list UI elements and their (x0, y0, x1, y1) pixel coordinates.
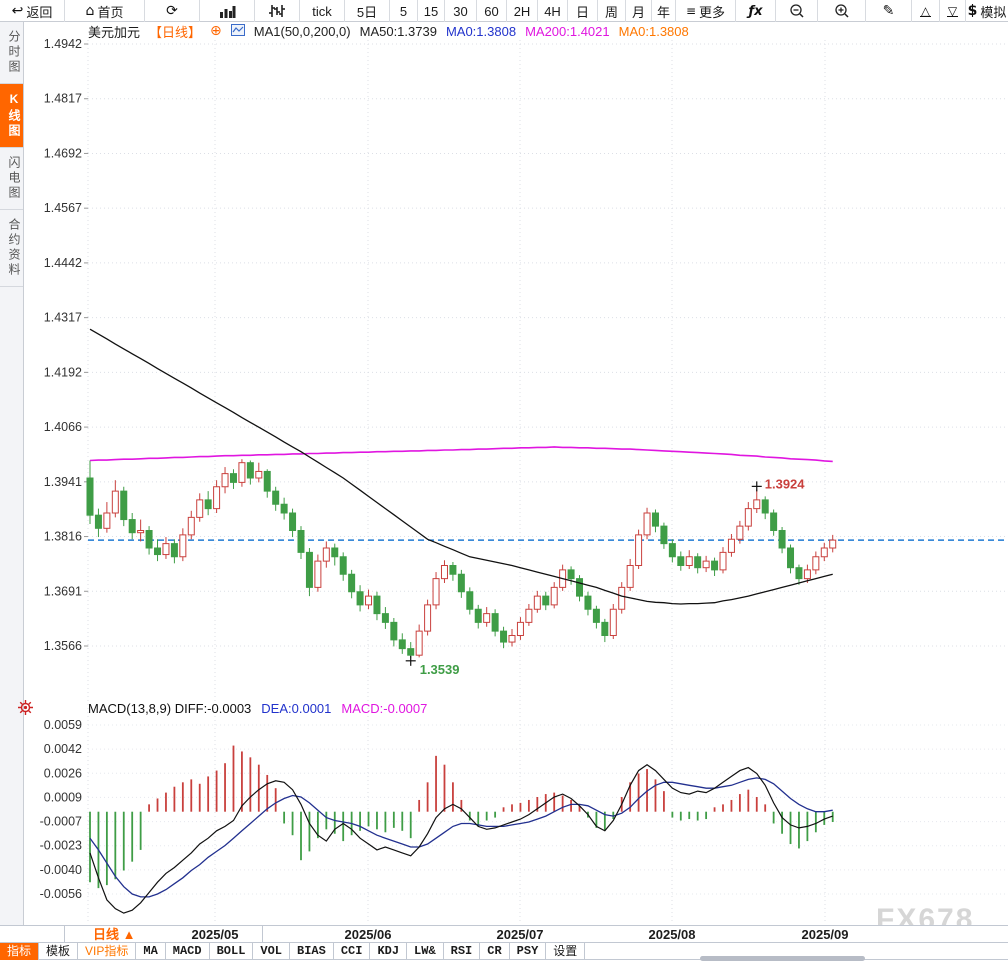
simulate-button[interactable]: $ 模拟 (967, 3, 1007, 20)
svg-text:1.4192: 1.4192 (44, 365, 82, 379)
tab-rsi[interactable]: RSI (444, 943, 481, 960)
left-sidebar: 分时图 K线图 闪电图 合约资料 (0, 22, 24, 925)
tab-kdj[interactable]: KDJ (370, 943, 408, 960)
more-button[interactable]: ≡ 更多 (676, 0, 736, 22)
tab-cr[interactable]: CR (480, 943, 510, 960)
svg-text:0.0009: 0.0009 (44, 790, 82, 804)
back-button[interactable]: ↩ 返回 (0, 0, 65, 22)
svg-text:1.4942: 1.4942 (44, 37, 82, 51)
tab-lightning-chart[interactable]: 闪电图 (0, 148, 23, 210)
home-button[interactable]: ⌂ 首页 (65, 0, 145, 22)
period-4h-button[interactable]: 4H (538, 0, 568, 22)
period-60-button[interactable]: 60 (477, 0, 507, 22)
tab-psy[interactable]: PSY (510, 943, 547, 960)
top-toolbar: ↩ 返回 ⌂ 首页 ⟳ tick 5日 5 15 30 60 2H 4H 日周月年 ≡ 更多 ƒx ✎ △ ▽ $ 模拟 (0, 0, 1008, 22)
tab-time-chart[interactable]: 分时图 (0, 22, 23, 84)
period-month-button[interactable]: 月 (626, 0, 652, 22)
shape-down-button[interactable]: ▽ (940, 0, 966, 22)
svg-text:0.0042: 0.0042 (44, 742, 82, 756)
tab-macd[interactable]: MACD (166, 943, 210, 960)
period-30-button[interactable]: 30 (445, 0, 477, 22)
x-axis-label: 2025/09 (801, 927, 849, 942)
period-week-button[interactable]: 周 (598, 0, 626, 22)
tab-indicator[interactable]: 指标 (0, 943, 40, 960)
refresh-button[interactable]: ⟳ (145, 0, 200, 22)
indicator-fx-button[interactable]: ƒx (736, 0, 776, 22)
dea-value: DEA:0.0001 (261, 701, 332, 716)
ma200-value: MA200:1.4021 (525, 23, 610, 39)
tab-lw[interactable]: LW& (407, 943, 444, 960)
ma0-blue-value: MA0:1.3808 (445, 23, 517, 39)
svg-text:1.4817: 1.4817 (44, 92, 82, 106)
chart-header: 美元加元 【日线】 ⊕ MA1(50,0,200,0) MA50:1.3739 … (88, 23, 689, 40)
zoom-in-button[interactable] (818, 0, 866, 22)
period-5d-button[interactable]: 5日 (345, 0, 390, 22)
bar-chart-button[interactable] (200, 0, 255, 22)
indicator-settings-gear-icon[interactable] (17, 699, 34, 716)
svg-text:-0.0056: -0.0056 (40, 887, 82, 901)
period-day-button[interactable]: 日 (568, 0, 598, 22)
symbol-name: 美元加元 (88, 24, 141, 40)
tab-vol[interactable]: VOL (253, 943, 291, 960)
x-axis-label: 2025/08 (648, 927, 696, 942)
svg-text:0.0026: 0.0026 (44, 766, 82, 780)
x-axis-label: 2025/06 (344, 927, 392, 942)
svg-text:1.4567: 1.4567 (44, 201, 82, 215)
shape-up-button[interactable]: △ (912, 0, 940, 22)
period-year-button[interactable]: 年 (652, 0, 676, 22)
tab-boll[interactable]: BOLL (210, 943, 254, 960)
period-label: 【日线】 (149, 24, 202, 40)
tab-bias[interactable]: BIAS (290, 943, 334, 960)
add-compare-icon[interactable]: ⊕ (210, 23, 222, 39)
period-5-button[interactable]: 5 (390, 0, 418, 22)
svg-text:1.4692: 1.4692 (44, 146, 82, 160)
ma-settings: MA1(50,0,200,0) (253, 23, 351, 39)
svg-text:1.3539: 1.3539 (420, 662, 460, 677)
tab-template[interactable]: 模板 (39, 943, 79, 960)
tab-contract-info[interactable]: 合约资料 (0, 210, 23, 287)
svg-text:-0.0023: -0.0023 (40, 839, 82, 853)
draw-pencil-button[interactable]: ✎ (866, 0, 912, 22)
mini-chart-icon (230, 23, 245, 39)
tab-ma[interactable]: MA (136, 943, 166, 960)
ma50-value: MA50:1.3739 (359, 23, 437, 39)
svg-text:1.4066: 1.4066 (44, 420, 82, 434)
tick-button[interactable]: tick (300, 0, 345, 22)
svg-text:1.4317: 1.4317 (44, 311, 82, 325)
svg-text:0.0059: 0.0059 (44, 718, 82, 732)
candlestick-button[interactable] (255, 0, 300, 22)
period-15-button[interactable]: 15 (418, 0, 445, 22)
tab-kline-chart[interactable]: K线图 (0, 84, 23, 148)
macd-header: MACD(13,8,9) DIFF:-0.0003 DEA:0.0001 MAC… (88, 701, 427, 716)
zoom-out-button[interactable] (776, 0, 818, 22)
x-axis-label: 2025/07 (496, 927, 544, 942)
macd-title-diff: MACD(13,8,9) DIFF:-0.0003 (88, 701, 252, 716)
x-axis-label: 2025/05 (191, 927, 239, 942)
x-axis-row: 日线 ▲ 2025/05 2025/06 2025/07 2025/08 2025/09 (0, 925, 1008, 943)
svg-text:1.3691: 1.3691 (44, 584, 82, 598)
tab-settings[interactable]: 设置 (546, 943, 586, 960)
svg-text:1.3566: 1.3566 (44, 639, 82, 653)
tab-vip-indicator[interactable]: VIP指标 (78, 943, 137, 960)
macd-value: MACD:-0.0007 (341, 701, 428, 716)
svg-text:1.3924: 1.3924 (765, 476, 806, 491)
bottom-indicator-toolbar: 指标 模板 VIP指标 MA MACD BOLL VOL BIAS CCI KDJ LW& RSI CR… (0, 943, 1008, 960)
period-2h-button[interactable]: 2H (507, 0, 538, 22)
svg-text:-0.0040: -0.0040 (40, 863, 82, 877)
ma0-orange-value: MA0:1.3808 (618, 23, 689, 39)
svg-text:1.3816: 1.3816 (44, 530, 82, 544)
svg-text:1.3941: 1.3941 (44, 475, 82, 489)
svg-text:-0.0007: -0.0007 (40, 815, 82, 829)
horizontal-scrollbar-thumb[interactable] (700, 956, 865, 961)
tab-cci[interactable]: CCI (334, 943, 371, 960)
period-dropdown[interactable]: 日线 ▲ (64, 926, 263, 943)
svg-text:1.4442: 1.4442 (44, 256, 82, 270)
